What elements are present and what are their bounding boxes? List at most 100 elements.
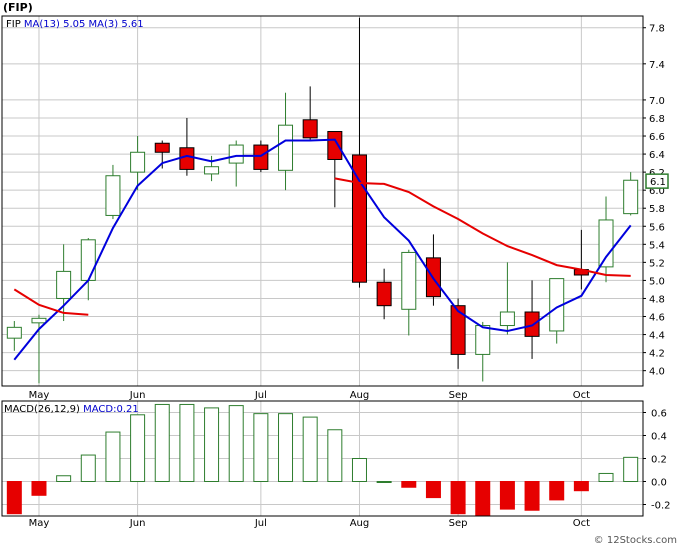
price-x-tick-label: Oct bbox=[573, 390, 590, 401]
last-price-label: 6.1 bbox=[650, 177, 666, 188]
price-y-tick-label: 7.0 bbox=[649, 96, 665, 107]
price-y-tick-label: 4.4 bbox=[649, 331, 665, 342]
macd-bar-positive bbox=[80, 454, 96, 482]
candle-body bbox=[450, 305, 466, 355]
macd-bar-positive bbox=[253, 413, 269, 482]
macd-legend: MACD(26,12,9) MACD:0.21 bbox=[4, 404, 139, 415]
candle-down bbox=[302, 86, 318, 140]
candle-body bbox=[31, 317, 47, 324]
price-y-tick-label: 5.8 bbox=[649, 204, 665, 215]
candle-up bbox=[401, 249, 417, 336]
macd-bar-positive bbox=[376, 481, 392, 483]
legend-item: MA(13) 5.05 bbox=[21, 19, 86, 30]
price-y-tick-label: 4.2 bbox=[649, 349, 665, 360]
price-panel: 4.04.24.44.64.85.05.25.45.65.86.06.26.46… bbox=[1, 15, 669, 401]
legend-item: MA(3) 5.61 bbox=[85, 19, 143, 30]
candle-up bbox=[598, 196, 614, 283]
macd-x-tick-label: Aug bbox=[350, 518, 370, 529]
macd-bar-positive bbox=[105, 431, 121, 482]
candle-down bbox=[376, 268, 392, 320]
macd-bar-negative bbox=[425, 481, 441, 499]
candle-body bbox=[80, 239, 96, 281]
candle-up bbox=[130, 136, 146, 191]
candle-body bbox=[278, 124, 294, 171]
candle-body bbox=[623, 179, 639, 215]
candle-up bbox=[623, 172, 639, 216]
macd-bar-negative bbox=[450, 481, 466, 515]
candle-body bbox=[475, 325, 491, 355]
candle-body bbox=[228, 144, 244, 164]
candle-body bbox=[524, 311, 540, 337]
candle-body bbox=[154, 142, 170, 153]
macd-bar-positive bbox=[623, 456, 639, 483]
macd-bar-positive bbox=[302, 416, 318, 483]
price-panel-frame bbox=[1, 15, 644, 387]
macd-y-tick-label: 0.2 bbox=[651, 455, 667, 466]
macd-x-tick-label: Sep bbox=[449, 518, 468, 529]
candle-body bbox=[130, 151, 146, 173]
footer-credit: © 12Stocks.com bbox=[594, 535, 677, 546]
candle-body bbox=[6, 326, 22, 339]
candle-up bbox=[31, 314, 47, 384]
candle-down bbox=[253, 140, 269, 173]
candle-body bbox=[253, 144, 269, 170]
price-x-tick-label: May bbox=[29, 390, 50, 401]
candle-body bbox=[499, 311, 515, 327]
macd-bar-positive bbox=[228, 405, 244, 483]
macd-x-tick-label: Jul bbox=[254, 518, 267, 529]
price-x-tick-label: Aug bbox=[350, 390, 370, 401]
ma-13-line bbox=[13, 177, 631, 316]
macd-y-tick-label: 0.0 bbox=[651, 478, 667, 489]
macd-bar-positive bbox=[56, 475, 72, 482]
legend-item: MACD:0.21 bbox=[80, 404, 139, 415]
candle-up bbox=[80, 238, 96, 301]
price-y-tick-label: 4.8 bbox=[649, 294, 665, 305]
candle-body bbox=[376, 281, 392, 307]
macd-x-tick-label: Jun bbox=[129, 518, 146, 529]
macd-bar-negative bbox=[401, 481, 417, 488]
price-y-tick-label: 6.4 bbox=[649, 150, 665, 161]
last-price-box bbox=[645, 173, 669, 189]
price-y-tick-label: 4.0 bbox=[649, 367, 665, 378]
macd-bar-positive bbox=[179, 403, 195, 483]
macd-y-tick-label: 0.6 bbox=[651, 409, 667, 420]
macd-bar-negative bbox=[6, 481, 22, 515]
macd-bar-negative bbox=[475, 481, 491, 517]
price-y-tick-label: 5.6 bbox=[649, 222, 665, 233]
candle-up bbox=[6, 321, 22, 351]
price-x-tick-label: Jul bbox=[254, 390, 267, 401]
legend-item: FIP bbox=[6, 19, 21, 30]
candle-body bbox=[105, 175, 121, 216]
macd-bar-negative bbox=[549, 481, 565, 501]
macd-y-tick-label: -0.2 bbox=[651, 501, 671, 512]
macd-x-tick-label: May bbox=[29, 518, 50, 529]
price-y-tick-label: 6.6 bbox=[649, 132, 665, 143]
candle-down bbox=[450, 298, 466, 369]
macd-bar-positive bbox=[278, 413, 294, 482]
candle-body bbox=[401, 251, 417, 310]
price-y-tick-label: 4.6 bbox=[649, 313, 665, 324]
candle-up bbox=[56, 244, 72, 322]
macd-x-tick-label: Oct bbox=[573, 518, 590, 529]
chart-title: (FIP) bbox=[3, 1, 33, 14]
candle-body bbox=[327, 131, 343, 160]
candle-body bbox=[598, 219, 614, 268]
macd-bar-positive bbox=[154, 403, 170, 483]
price-y-tick-label: 6.8 bbox=[649, 114, 665, 125]
candle-up bbox=[475, 321, 491, 382]
macd-bar-negative bbox=[573, 481, 589, 492]
candle-up bbox=[499, 262, 515, 335]
macd-panel: 0.6 0.4 0.2 0.0 -0.2 May Jun Jul Aug Sep Oct MACD(2… bbox=[1, 400, 671, 529]
candle-body bbox=[302, 119, 318, 139]
price-y-tick-label: 5.4 bbox=[649, 240, 665, 251]
candle-body bbox=[56, 270, 72, 299]
price-y-tick-label: 7.8 bbox=[649, 24, 665, 35]
macd-bar-positive bbox=[351, 458, 367, 482]
legend-item: MACD(26,12,9) bbox=[4, 404, 80, 415]
macd-bar-positive bbox=[598, 472, 614, 483]
macd-bar-positive bbox=[204, 407, 220, 482]
price-legend: FIP MA(13) 5.05 MA(3) 5.61 bbox=[6, 19, 144, 30]
macd-y-tick-label: 0.4 bbox=[651, 432, 667, 443]
